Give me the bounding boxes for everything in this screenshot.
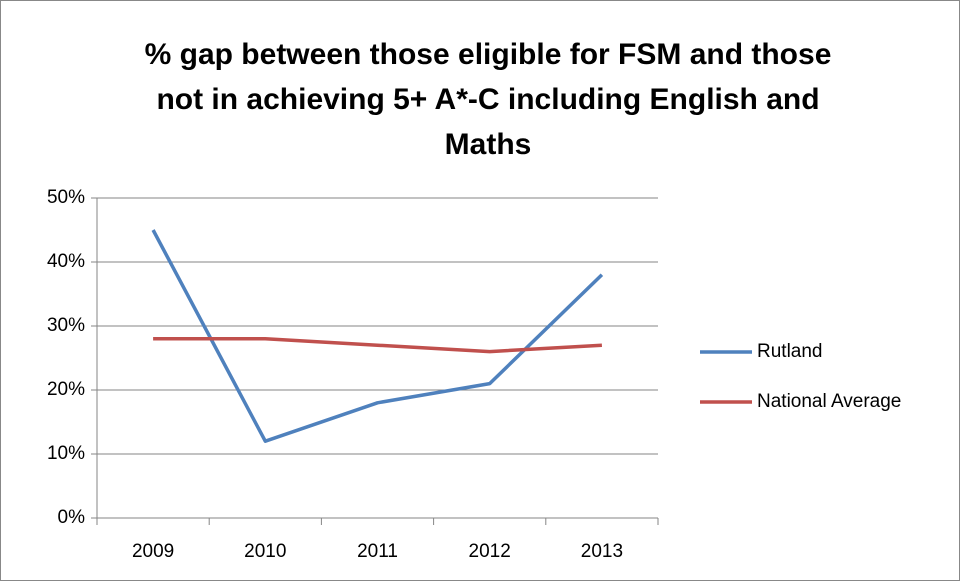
y-tick-label: 40% [47,251,85,272]
y-tick-label: 0% [58,507,86,528]
series-line [151,229,604,443]
y-tick-label: 20% [47,379,85,400]
x-tick-label: 2013 [581,541,623,562]
chart-title: % gap between those eligible for FSM and… [144,38,832,161]
x-tick-label: 2011 [357,541,398,562]
y-tick-label: 30% [47,315,85,336]
legend-label: National Average [757,391,901,412]
x-tick-label: 2009 [132,541,174,562]
y-tick-label: 10% [47,443,85,464]
x-tick-label: 2010 [244,541,286,562]
y-tick-label: 50% [47,187,85,208]
series-line [153,337,602,354]
x-tick-label: 2012 [469,541,511,562]
legend-label: Rutland [757,341,823,362]
